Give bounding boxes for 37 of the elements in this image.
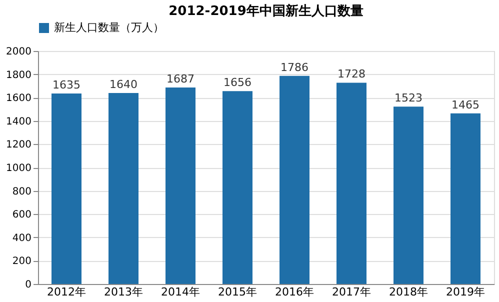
- bar: [108, 92, 138, 284]
- data-label: 1635: [52, 78, 80, 92]
- x-tick-label: 2012年: [47, 286, 86, 298]
- y-tick-label: 1800: [6, 70, 32, 81]
- x-tick-label: 2015年: [218, 286, 257, 298]
- bar: [336, 82, 366, 284]
- x-tick-label: 2014年: [161, 286, 200, 298]
- x-tick-label: 2016年: [275, 286, 314, 298]
- bar: [222, 91, 252, 284]
- x-tick-label: 2018年: [389, 286, 428, 298]
- data-label: 1786: [280, 60, 308, 74]
- y-tick-label: 400: [12, 232, 32, 244]
- y-tick-label: 200: [12, 256, 32, 268]
- legend-label: 新生人口数量（万人）: [54, 21, 164, 34]
- data-label: 1728: [338, 68, 366, 81]
- y-tick-label: 1200: [6, 140, 32, 151]
- x-tick-label: 2019年: [446, 286, 485, 298]
- y-tick-label: 1600: [6, 93, 32, 104]
- bar: [450, 113, 480, 284]
- x-tick-label: 2017年: [332, 286, 371, 298]
- bar: [166, 87, 196, 284]
- data-label: 1640: [110, 78, 138, 91]
- y-tick-label: 1400: [6, 116, 32, 128]
- x-tick-label: 2013年: [104, 286, 143, 298]
- data-label: 1523: [394, 92, 422, 105]
- y-tick-label: 600: [12, 210, 32, 221]
- bar: [280, 76, 310, 284]
- y-tick-label: 2000: [6, 46, 32, 58]
- bar: [394, 106, 424, 284]
- data-label: 1465: [452, 98, 480, 112]
- data-label: 1687: [166, 72, 194, 86]
- chart-title: 2012-2019年中国新生人口数量: [168, 3, 364, 19]
- data-label: 1656: [224, 76, 252, 90]
- y-tick-label: 800: [12, 186, 32, 198]
- y-tick-label: 0: [25, 280, 32, 290]
- bar: [52, 94, 82, 284]
- y-tick-label: 1000: [6, 163, 32, 174]
